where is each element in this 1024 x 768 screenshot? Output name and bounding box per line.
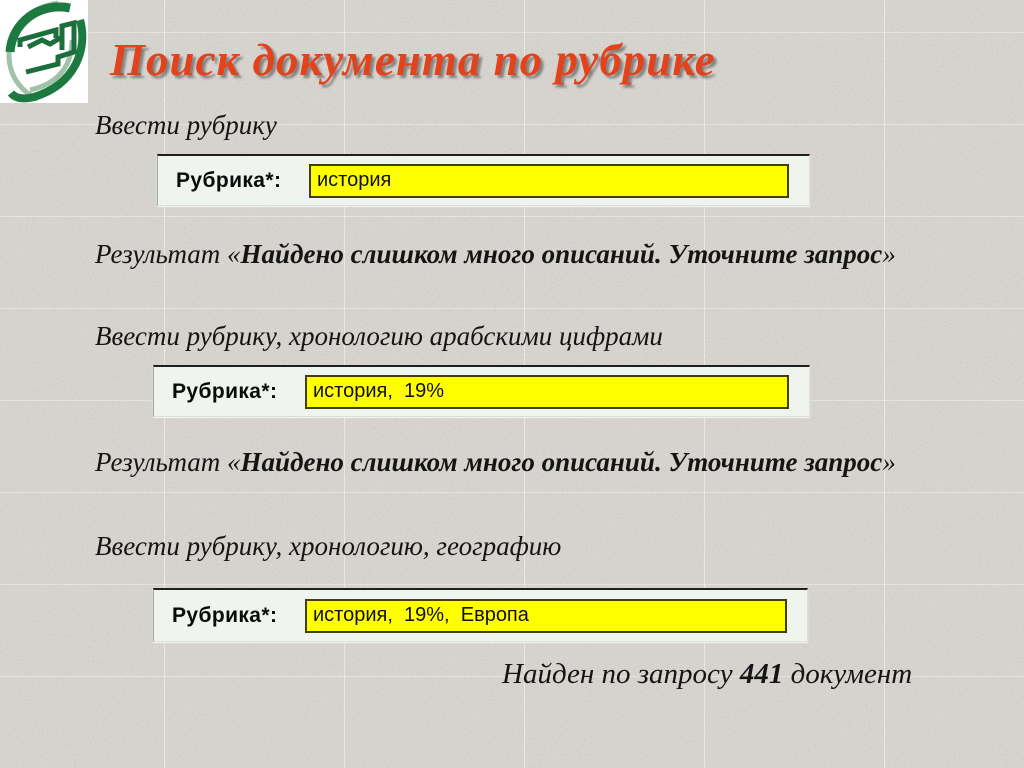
document-count: 441 <box>739 658 784 690</box>
result-suffix: » <box>882 239 896 269</box>
library-logo <box>0 0 88 103</box>
result-message-1: Результат «Найдено слишком много описани… <box>95 239 896 270</box>
rubric-input[interactable]: история, 19% <box>305 374 789 409</box>
rubric-field-label: Рубрика*: <box>172 379 278 403</box>
instruction-enter-rubric-chronology-geography: Ввести рубрику, хронологию, географию <box>95 531 562 561</box>
form-screenshot-2: Рубрика*: история, 19% <box>153 365 810 417</box>
result-suffix: » <box>882 447 896 477</box>
final-result-text: Найден по запросу 441 документ <box>502 658 912 691</box>
instruction-enter-rubric-chronology: Ввести рубрику, хронологию арабскими циф… <box>95 321 663 351</box>
final-prefix: Найден по запросу <box>502 658 740 690</box>
instruction-enter-rubric: Ввести рубрику <box>95 110 277 140</box>
result-message-2: Результат «Найдено слишком много описани… <box>95 447 896 478</box>
slide-title: Поиск документа по рубрике <box>110 35 716 85</box>
form-screenshot-3: Рубрика*: история, 19%, Европа <box>153 588 808 642</box>
rubric-field-label: Рубрика*: <box>172 603 278 627</box>
form-screenshot-1: Рубрика*: история <box>157 154 810 206</box>
result-prefix: Результат « <box>95 447 241 477</box>
final-suffix: документ <box>783 658 913 690</box>
library-logo-icon <box>5 0 87 103</box>
result-message-text: Найдено слишком много описаний. Уточните… <box>240 447 883 477</box>
rubric-field-label: Рубрика*: <box>176 168 282 192</box>
rubric-input[interactable]: история <box>309 163 789 198</box>
result-message-text: Найдено слишком много описаний. Уточните… <box>240 239 883 269</box>
rubric-input[interactable]: история, 19%, Европа <box>305 598 787 633</box>
result-prefix: Результат « <box>95 239 241 269</box>
